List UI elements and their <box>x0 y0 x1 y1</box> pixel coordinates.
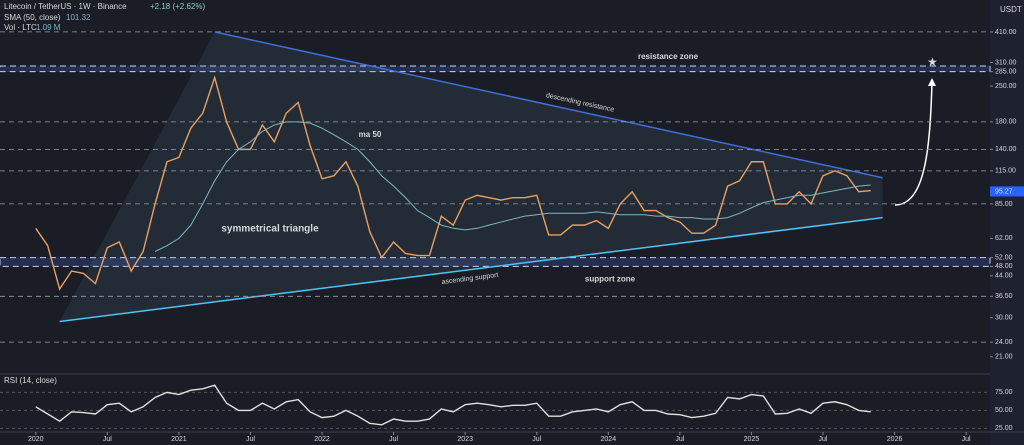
x-tick-label: 2023 <box>457 436 473 443</box>
zone <box>0 65 991 73</box>
vol-value: 1.09 M <box>36 23 61 32</box>
y-tick-label: 48.00 <box>995 263 1013 270</box>
series-line <box>154 121 871 252</box>
x-tick-label: Jul <box>962 436 971 443</box>
zone-label: support zone <box>585 274 636 283</box>
x-tick-label: 2022 <box>314 436 330 443</box>
price-axis <box>990 0 1024 445</box>
x-tick-label: 2024 <box>601 436 617 443</box>
trendline <box>214 31 883 179</box>
x-tick-label: 2025 <box>744 436 760 443</box>
zone-label: resistance zone <box>638 52 699 61</box>
y-tick-label: 115.00 <box>995 168 1016 175</box>
symbol: Litecoin / TetherUS · 1W · Binance <box>4 2 127 11</box>
vol-label: Vol · LTC <box>4 23 37 32</box>
y-tick-label: 30.00 <box>995 315 1013 322</box>
rsi-title: RSI (14, close) <box>4 376 57 385</box>
last-price-label: 95.27 <box>995 188 1013 195</box>
change: +2.18 (+2.62%) <box>150 2 205 11</box>
annotation: ma 50 <box>359 130 382 139</box>
y-tick-label: 52.00 <box>995 254 1013 261</box>
arrow-head <box>928 78 936 86</box>
x-tick-label: 2020 <box>28 436 44 443</box>
annotation: symmetrical triangle <box>221 224 319 235</box>
x-tick-label: Jul <box>389 436 398 443</box>
last-price-box <box>990 186 1024 197</box>
y-tick-label: 85.00 <box>995 201 1013 208</box>
rsi-tick-label: 25.00 <box>995 425 1013 432</box>
y-tick-label: 410.00 <box>995 29 1017 36</box>
star: ★ <box>927 55 938 69</box>
y-tick-label: 24.00 <box>995 339 1013 346</box>
y-tick-label: 140.00 <box>995 146 1017 153</box>
sma-label: SMA (50, close) <box>4 13 61 22</box>
y-tick-label: 36.50 <box>995 293 1013 300</box>
x-tick-label: Jul <box>103 436 112 443</box>
y-tick-label: 310.00 <box>995 59 1017 66</box>
y-tick-label: 250.00 <box>995 83 1017 90</box>
rsi-tick-label: 50.00 <box>995 407 1013 414</box>
x-tick-label: 2021 <box>171 436 187 443</box>
x-tick-label: Jul <box>532 436 541 443</box>
triangle-area <box>59 31 883 322</box>
x-tick-label: 2026 <box>887 436 903 443</box>
series-line <box>35 75 871 291</box>
currency: USDT <box>1000 5 1022 14</box>
y-tick-label: 21.00 <box>995 354 1013 361</box>
x-tick-label: Jul <box>675 436 684 443</box>
trendline <box>59 216 883 323</box>
x-tick-label: Jul <box>246 436 255 443</box>
projection-arrow <box>894 81 933 206</box>
x-tick-label: Jul <box>819 436 828 443</box>
y-tick-label: 285.00 <box>995 69 1017 76</box>
rsi-tick-label: 75.00 <box>995 389 1013 396</box>
y-tick-label: 44.00 <box>995 273 1013 280</box>
trendline-label: ascending support <box>441 272 499 286</box>
series-line <box>35 384 871 426</box>
y-tick-label: 62.00 <box>995 235 1013 242</box>
sma-value: 101.32 <box>66 13 91 22</box>
y-tick-label: 180.00 <box>995 119 1017 126</box>
